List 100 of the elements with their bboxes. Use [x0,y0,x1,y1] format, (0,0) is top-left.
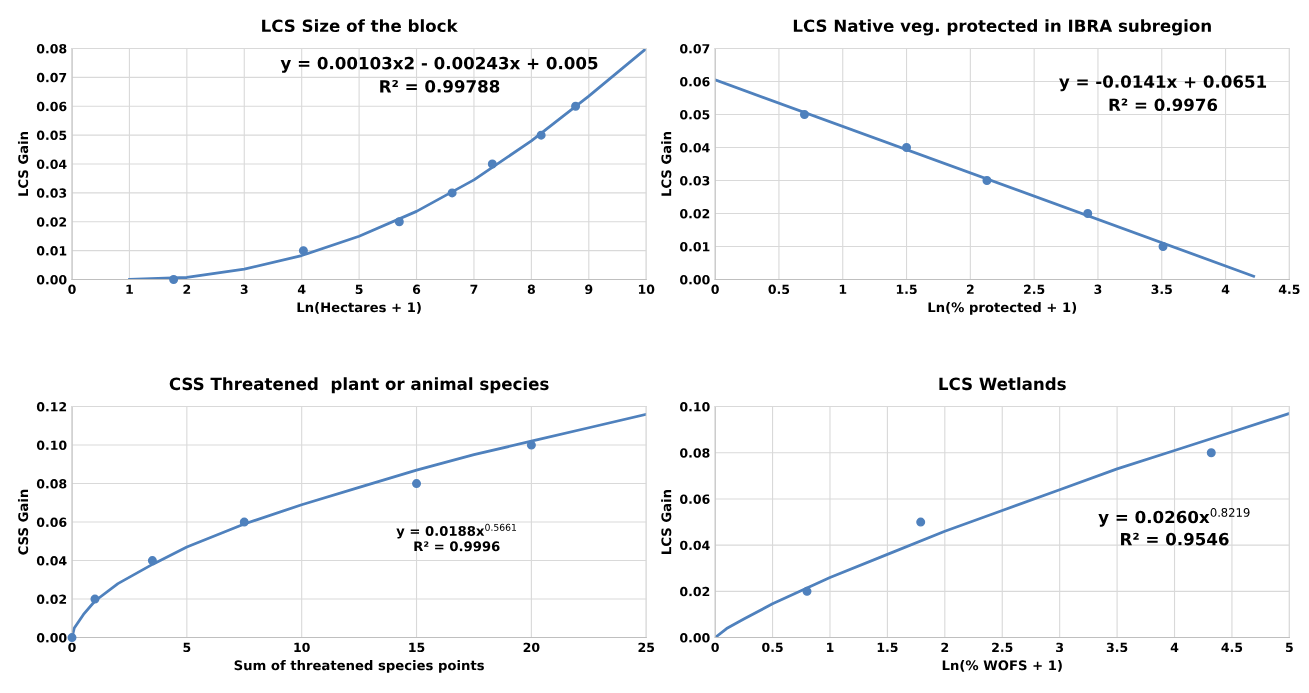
x-tick-label: 5 [183,642,191,653]
x-tick-label: 4 [1170,642,1179,652]
x-tick-label: 6 [412,284,421,295]
point [1083,209,1093,219]
x-axis-title: Ln(Hectares + 1) [297,302,421,314]
x-tick-label: 5 [1285,642,1293,653]
point [1158,242,1168,252]
chart-title: LCS Native veg. protected in IBRA subregion [793,19,1211,36]
annotation: R² = 0.9976 [1109,98,1218,112]
x-tick-label: 0 [711,284,719,295]
point [902,143,912,153]
x-tick-label: 0.5 [762,642,783,653]
annotation: R² = 0.9546 [1121,532,1229,546]
y-tick-label: 0.07 [680,43,710,54]
y-axis-title: LCS Gain [17,132,29,196]
chart-title: LCS Size of the block [262,19,458,33]
x-tick-label: 1.5 [877,642,898,653]
point [916,517,926,527]
y-axis-title: LCS Gain [661,490,672,554]
y-tick-label: 0.06 [680,494,710,504]
y-tick-label: 0.04 [680,142,710,153]
chart-title: CSS Threatened plant or animal species [169,377,549,394]
y-tick-label: 0.00 [36,633,67,643]
y-tick-label: 0.04 [36,556,67,566]
y-axis-title: CSS Gain [17,489,29,555]
x-tick-label: 3.5 [1106,642,1128,653]
point [447,188,457,198]
y-tick-label: 0.02 [36,217,67,227]
x-tick-label: 15 [409,642,425,653]
x-tick-label: 25 [638,642,655,653]
annotation: y = 0.0260x$^{0.8219}$ [1098,508,1250,527]
x-tick-label: 10 [638,284,655,295]
x-tick-label: 20 [523,642,540,653]
x-tick-label: 5 [355,284,363,295]
y-tick-label: 0.04 [680,540,710,551]
y-tick-label: 0.00 [680,274,710,285]
y-tick-label: 0.08 [680,448,710,458]
point [799,110,809,120]
point [802,586,812,596]
y-tick-label: 0.03 [680,175,710,186]
y-tick-label: 0.01 [680,241,710,252]
x-tick-label: 2 [941,642,949,652]
point [67,633,77,643]
point [239,517,249,527]
point [147,556,157,566]
y-tick-label: 0.06 [36,101,67,112]
y-tick-label: 0.01 [36,246,67,256]
point [394,217,404,227]
x-tick-label: 3 [1056,642,1064,653]
x-tick-label: 4 [1221,284,1230,294]
x-tick-label: 1.5 [896,284,917,295]
x-tick-label: 0 [68,642,76,653]
point [1206,448,1216,458]
point [487,159,497,169]
x-tick-label: 4.5 [1221,642,1243,653]
y-tick-label: 0.10 [680,402,710,412]
y-tick-label: 0.08 [36,479,67,489]
x-tick-label: 1 [839,284,847,294]
x-tick-label: 3 [1094,284,1102,295]
point [982,176,992,186]
point [412,479,422,489]
x-tick-label: 2.5 [992,642,1013,653]
point [90,594,100,604]
annotation: y = -0.0141x + 0.0651 [1059,75,1267,92]
annotation: y = 0.0188x$^{0.5661}$ [396,523,517,539]
point [536,130,546,140]
x-tick-label: 0.5 [768,284,790,295]
y-tick-label: 0.10 [36,440,67,450]
x-tick-label: 3.5 [1151,284,1172,295]
x-tick-label: 2 [966,284,974,294]
x-tick-label: 0 [711,642,719,653]
y-tick-label: 0.06 [680,76,710,87]
y-tick-label: 0.08 [36,43,67,54]
x-tick-label: 3 [240,284,248,295]
chart-title: LCS Wetlands [939,377,1066,391]
x-axis-title: Ln(% protected + 1) [928,302,1077,315]
point [571,101,581,111]
y-tick-label: 0.02 [680,586,710,597]
y-tick-label: 0.00 [680,633,710,643]
annotation: R² = 0.99788 [380,80,500,93]
y-tick-label: 0.03 [36,188,67,198]
x-tick-label: 9 [585,284,593,295]
line-series [128,48,647,280]
point [298,246,308,256]
x-tick-label: 10 [294,642,310,653]
x-tick-label: 2 [183,284,191,294]
x-tick-label: 4.5 [1278,284,1300,295]
annotation: y = 0.00103x2 - 0.00243x + 0.005 [280,56,598,73]
y-tick-label: 0.05 [36,130,67,141]
y-tick-label: 0.05 [680,109,710,120]
x-tick-label: 4 [297,284,306,294]
y-axis-title: LCS Gain [661,132,672,196]
annotation: R² = 0.9996 [414,541,500,552]
x-tick-label: 0 [68,284,76,295]
x-tick-label: 1 [126,284,133,294]
y-tick-label: 0.06 [36,517,67,527]
y-tick-label: 0.02 [680,208,710,219]
x-tick-label: 7 [470,284,478,294]
y-tick-label: 0.00 [36,274,67,285]
y-tick-label: 0.07 [36,72,67,83]
